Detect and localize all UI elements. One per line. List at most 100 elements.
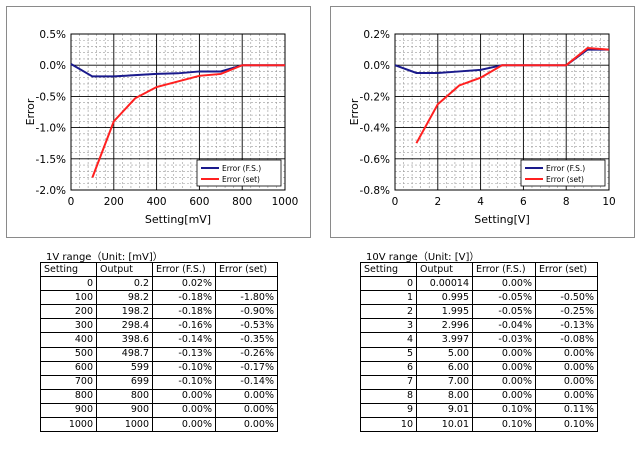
table-cell: 0.00% xyxy=(535,374,598,390)
table-cell: 5.00 xyxy=(416,346,473,362)
table-cell: 9 xyxy=(360,402,417,419)
table-cell: 0.00% xyxy=(535,388,598,404)
table-cell: -0.13% xyxy=(152,346,216,362)
table-cell: 0.11% xyxy=(535,402,598,419)
table-cell: -0.17% xyxy=(215,360,278,376)
table-cell: 1000 xyxy=(96,417,153,433)
table-cell: 2 xyxy=(360,304,417,320)
header-output: Output xyxy=(96,261,153,278)
chart-10v-range: 0 2 4 6 8 10 0.2% 0.0% -0.2% -0.4% -0.6% -0.8% Setti… xyxy=(330,6,635,238)
table-cell: 0.00014 xyxy=(416,276,473,292)
table-cell: -0.04% xyxy=(472,318,536,334)
y-axis-label: Error xyxy=(348,98,361,125)
x-tick-label: 8 xyxy=(563,196,570,208)
table-cell: -0.14% xyxy=(215,374,278,390)
y-tick-label: -0.5% xyxy=(36,91,66,103)
table-cell: 400 xyxy=(40,332,97,348)
table-cell: -1.80% xyxy=(215,290,278,306)
x-axis-label: Setting[V] xyxy=(474,213,530,226)
x-tick-label: 800 xyxy=(232,196,252,208)
table-header-row: Setting Output Error (F.S.) Error (set) xyxy=(40,261,278,278)
table-cell: 0.00% xyxy=(472,374,536,390)
table-cell: -0.08% xyxy=(535,332,598,348)
table-row: 400 398.6 -0.14% -0.35% xyxy=(40,332,278,348)
y-tick-label: -2.0% xyxy=(36,185,66,197)
table-cell: 0.00% xyxy=(215,388,278,404)
x-tick-label: 0 xyxy=(392,196,399,208)
table-cell: -0.05% xyxy=(472,304,536,320)
table-cell: 1000 xyxy=(40,417,97,433)
table-cell: 0.00% xyxy=(472,276,536,292)
table-cell: 98.2 xyxy=(96,290,153,306)
table-cell: 298.4 xyxy=(96,318,153,334)
table-cell: 3.997 xyxy=(416,332,473,348)
y-tick-label: -0.2% xyxy=(360,91,390,103)
table-cell: 300 xyxy=(40,318,97,334)
table-cell: -0.50% xyxy=(535,290,598,306)
table-row: 3 2.996 -0.04% -0.13% xyxy=(360,318,598,334)
table-10v-caption: 10V range（Unit: [V]） xyxy=(366,252,480,263)
table-row: 300 298.4 -0.16% -0.53% xyxy=(40,318,278,334)
x-tick-label: 0 xyxy=(68,196,75,208)
chart-1v-svg: 0 200 400 600 800 1000 0.5% 0.0% -0.5% -1.0% -1.5%… xyxy=(24,29,298,226)
table-cell: 6.00 xyxy=(416,360,473,376)
table-1v-range: Setting Output Error (F.S.) Error (set) … xyxy=(40,261,278,433)
table-cell: 0.00% xyxy=(472,388,536,404)
table-cell: 0.00% xyxy=(472,346,536,362)
table-cell: 498.7 xyxy=(96,346,153,362)
y-tick-label: -0.6% xyxy=(360,154,390,166)
header-error-fs: Error (F.S.) xyxy=(152,261,216,278)
table-1v-caption: 1V range（Unit: [mV]） xyxy=(46,252,163,263)
table-cell xyxy=(215,276,278,292)
table-row: 100 98.2 -0.18% -1.80% xyxy=(40,290,278,306)
table-row: 1000 1000 0.00% 0.00% xyxy=(40,417,278,433)
x-tick-label: 6 xyxy=(520,196,527,208)
table-cell: -0.53% xyxy=(215,318,278,334)
chart-10v-svg: 0 2 4 6 8 10 0.2% 0.0% -0.2% -0.4% -0.6% -0.8% Setti… xyxy=(348,29,616,226)
header-setting: Setting xyxy=(360,261,417,278)
table-cell: -0.16% xyxy=(152,318,216,334)
table-cell: 800 xyxy=(96,388,153,404)
header-error-set: Error (set) xyxy=(535,261,598,278)
table-10v-range: Setting Output Error (F.S.) Error (set) … xyxy=(360,261,598,433)
y-tick-label: 0.5% xyxy=(39,29,66,41)
x-tick-label: 2 xyxy=(434,196,441,208)
table-cell: -0.10% xyxy=(152,374,216,390)
table-row: 8 8.00 0.00% 0.00% xyxy=(360,388,598,404)
series-line xyxy=(415,47,610,144)
table-cell: 599 xyxy=(96,360,153,376)
table-row: 0 0.2 0.02% xyxy=(40,276,278,292)
table-row: 7 7.00 0.00% 0.00% xyxy=(360,374,598,390)
y-axis-label: Error xyxy=(24,98,37,125)
x-tick-label: 4 xyxy=(477,196,484,208)
table-row: 10 10.01 0.10% 0.10% xyxy=(360,417,598,433)
table-cell: -0.26% xyxy=(215,346,278,362)
table-row: 200 198.2 -0.18% -0.90% xyxy=(40,304,278,320)
table-row: 700 699 -0.10% -0.14% xyxy=(40,374,278,390)
y-tick-label: 0.2% xyxy=(363,29,390,41)
table-cell: 1.995 xyxy=(416,304,473,320)
x-tick-label: 10 xyxy=(602,196,615,208)
chart-1v-range: 0 200 400 600 800 1000 0.5% 0.0% -0.5% -1.0% -1.5%… xyxy=(6,6,311,238)
table-cell: 600 xyxy=(40,360,97,376)
table-cell: 0 xyxy=(360,276,417,292)
table-cell: 200 xyxy=(40,304,97,320)
table-row: 500 498.7 -0.13% -0.26% xyxy=(40,346,278,362)
table-cell: 699 xyxy=(96,374,153,390)
x-axis-label: Setting[mV] xyxy=(145,213,211,226)
table-cell: -0.10% xyxy=(152,360,216,376)
table-cell: 700 xyxy=(40,374,97,390)
table-cell: 0.2 xyxy=(96,276,153,292)
table-header-row: Setting Output Error (F.S.) Error (set) xyxy=(360,261,598,278)
table-cell: 500 xyxy=(40,346,97,362)
y-tick-label: -0.4% xyxy=(360,123,390,135)
table-cell: -0.14% xyxy=(152,332,216,348)
table-row: 600 599 -0.10% -0.17% xyxy=(40,360,278,376)
header-setting: Setting xyxy=(40,261,97,278)
table-cell: 0.10% xyxy=(535,417,598,433)
table-cell: 900 xyxy=(40,402,97,419)
y-tick-label: 0.0% xyxy=(39,60,66,72)
table-cell: 0.995 xyxy=(416,290,473,306)
table-cell: -0.18% xyxy=(152,290,216,306)
x-tick-label: 200 xyxy=(104,196,124,208)
